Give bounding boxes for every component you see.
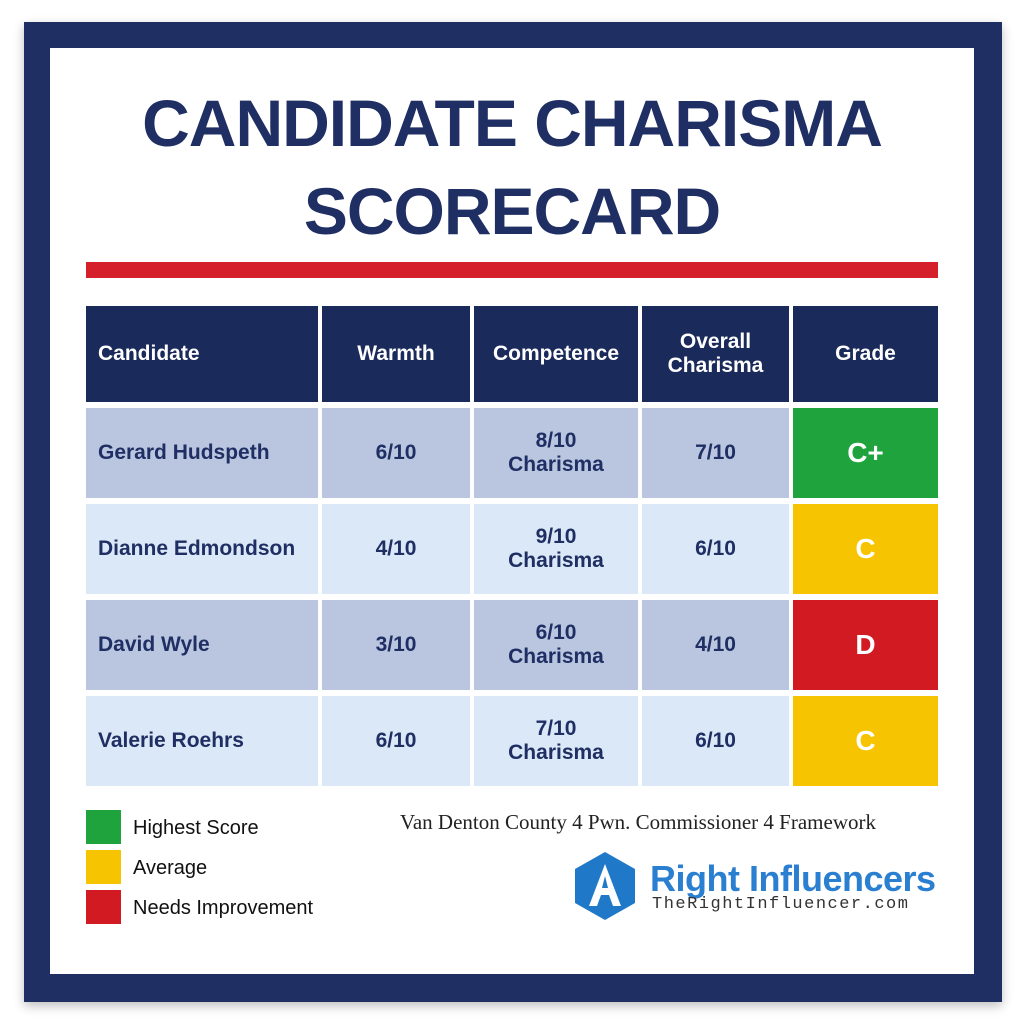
- header-warmth: Warmth: [322, 306, 470, 402]
- row4-competence-score: 7/10: [535, 717, 577, 740]
- legend-swatch-needs-improvement: [86, 890, 121, 924]
- row2-competence-score: 9/10: [535, 525, 577, 548]
- row1-grade-badge: C+: [793, 408, 938, 498]
- row1-competence-score: 8/10: [535, 429, 577, 452]
- legend-label-needs-improvement: Needs Improvement: [133, 897, 314, 919]
- header-candidate: Candidate: [86, 306, 318, 402]
- row1-competence-label: Charisma: [508, 453, 604, 476]
- brand-url: TheRightInfluencer.com: [652, 895, 910, 914]
- row3-candidate: David Wyle: [86, 600, 318, 690]
- header-grade: Grade: [793, 306, 938, 402]
- legend-label-average: Average: [133, 857, 208, 879]
- row4-candidate: Valerie Roehrs: [86, 696, 318, 786]
- row3-grade-badge: D: [793, 600, 938, 690]
- row1-competence: 8/10 Charisma: [474, 408, 638, 498]
- row4-warmth: 6/10: [322, 696, 470, 786]
- row1-overall: 7/10: [642, 408, 789, 498]
- row2-grade-badge: C: [793, 504, 938, 594]
- title-divider: [86, 262, 938, 278]
- header-competence: Competence: [474, 306, 638, 402]
- row1-warmth: 6/10: [322, 408, 470, 498]
- footnote-text: Van Denton County 4 Pwn. Commissioner 4 …: [400, 810, 876, 834]
- row3-competence-score: 6/10: [535, 621, 577, 644]
- page-title-line2: SCORECARD: [303, 174, 721, 248]
- row4-competence-label: Charisma: [508, 741, 604, 764]
- legend-swatch-average: [86, 850, 121, 884]
- row2-competence: 9/10 Charisma: [474, 504, 638, 594]
- brand-name: Right Influencers: [650, 858, 936, 899]
- row2-competence-label: Charisma: [508, 549, 604, 572]
- row3-competence-label: Charisma: [508, 645, 604, 668]
- row3-overall: 4/10: [642, 600, 789, 690]
- row1-candidate: Gerard Hudspeth: [86, 408, 318, 498]
- row3-warmth: 3/10: [322, 600, 470, 690]
- row2-candidate: Dianne Edmondson: [86, 504, 318, 594]
- legend-label-highest: Highest Score: [133, 817, 259, 839]
- page-title-line1: CANDIDATE CHARISMA: [142, 86, 883, 160]
- row4-competence: 7/10 Charisma: [474, 696, 638, 786]
- header-overall-charisma: Overall Charisma: [642, 306, 789, 402]
- row3-competence: 6/10 Charisma: [474, 600, 638, 690]
- row2-overall: 6/10: [642, 504, 789, 594]
- legend-swatch-highest: [86, 810, 121, 844]
- row4-overall: 6/10: [642, 696, 789, 786]
- row2-warmth: 4/10: [322, 504, 470, 594]
- hexagon-a-logo-icon: [575, 852, 635, 920]
- row4-grade-badge: C: [793, 696, 938, 786]
